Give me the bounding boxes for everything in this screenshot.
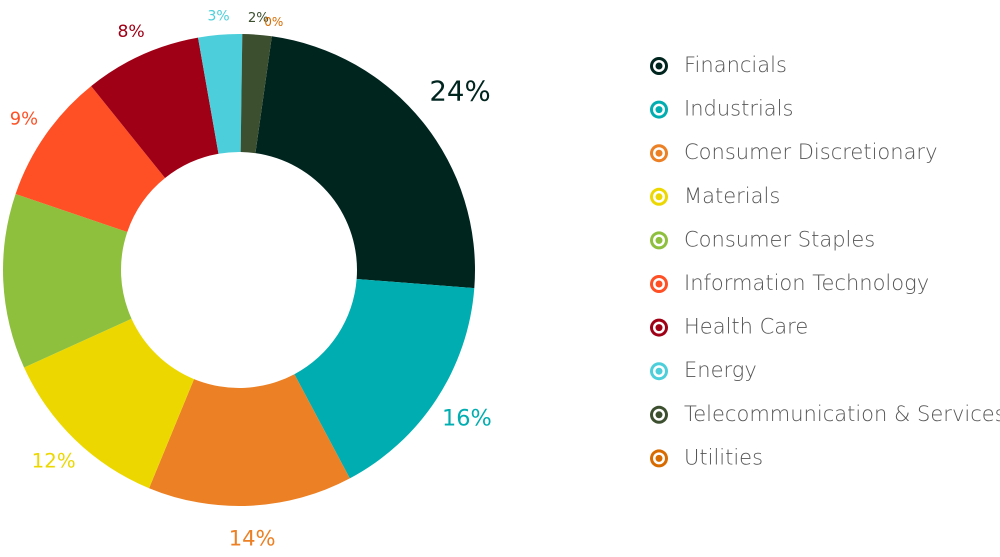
value-label: 0% bbox=[264, 15, 283, 29]
slice bbox=[3, 193, 132, 368]
legend-marker-dot bbox=[655, 454, 663, 462]
legend-marker-dot bbox=[655, 149, 663, 157]
value-label: 9% bbox=[10, 108, 38, 129]
value-label: 12% bbox=[32, 449, 76, 472]
slice bbox=[294, 279, 475, 479]
legend-label: Utilities bbox=[684, 445, 763, 469]
legend-label: Industrials bbox=[684, 97, 793, 121]
slice bbox=[198, 33, 243, 154]
slice bbox=[255, 36, 475, 289]
legend-marker-dot bbox=[655, 324, 663, 332]
legend-marker-dot bbox=[655, 106, 663, 114]
slice bbox=[149, 374, 350, 506]
value-label: 24% bbox=[429, 74, 490, 107]
legend-marker-dot bbox=[655, 193, 663, 201]
legend-marker-dot bbox=[655, 411, 663, 419]
value-label: 3% bbox=[208, 9, 230, 25]
legend-marker-dot bbox=[655, 62, 663, 70]
legend-label: Consumer Staples bbox=[684, 227, 875, 251]
legend-label: Health Care bbox=[684, 315, 808, 339]
slice bbox=[15, 86, 166, 232]
legend-marker-dot bbox=[655, 236, 663, 244]
value-label: 14% bbox=[229, 525, 276, 550]
slice bbox=[24, 318, 195, 489]
legend-label: Energy bbox=[684, 358, 757, 382]
value-label: 8% bbox=[117, 22, 144, 42]
legend-marker-dot bbox=[655, 367, 663, 375]
slice bbox=[91, 37, 219, 179]
legend-label: Materials bbox=[684, 184, 780, 208]
legend-label: Telecommunication & Services bbox=[684, 402, 1000, 426]
legend-label: Financials bbox=[684, 53, 787, 77]
legend-marker-dot bbox=[655, 280, 663, 288]
legend-label: Information Technology bbox=[684, 271, 929, 295]
slice bbox=[255, 36, 272, 154]
legend-label: Consumer Discretionary bbox=[684, 140, 938, 164]
value-label: 2% bbox=[248, 11, 269, 26]
value-label: 16% bbox=[442, 406, 492, 432]
slice bbox=[240, 34, 272, 154]
